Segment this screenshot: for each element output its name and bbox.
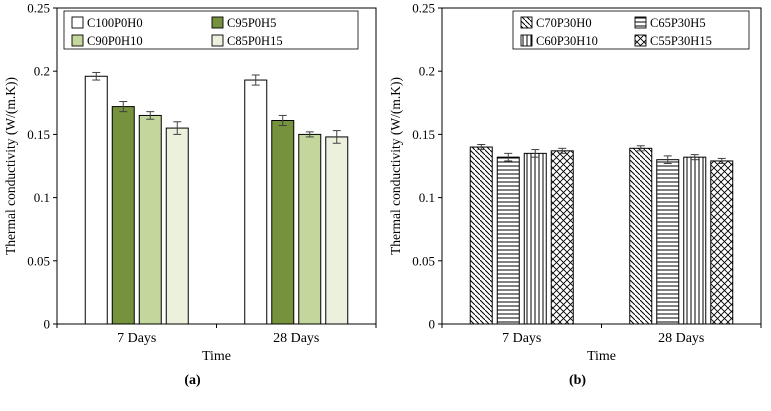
bar-C90P0H10-7 Days xyxy=(138,114,162,325)
bar-C95P0H5-7 Days xyxy=(111,106,135,325)
bar-chart-svg-a: 0 0.05 0.1 0.15 0.2 0.25 7 Days 28 Days Thermal … xyxy=(3,1,377,364)
legend-label-C90P0H10: C90P0H10 xyxy=(87,34,143,48)
y-tick-label: 0.05 xyxy=(412,253,435,268)
y-tick-label: 0 xyxy=(429,317,436,332)
chart-panel-a: 0 0.05 0.1 0.15 0.2 0.25 7 Days 28 Days Thermal … xyxy=(0,0,385,411)
bar-C100P0H0-28 Days xyxy=(244,79,268,325)
y-tick-label: 0.1 xyxy=(419,190,435,205)
bar-chart-a: 0 0.05 0.1 0.15 0.2 0.25 7 Days 28 Days Thermal … xyxy=(0,0,385,372)
legend-label-C95P0H5: C95P0H5 xyxy=(227,16,276,30)
legend-label-C55P30H15: C55P30H15 xyxy=(650,34,712,48)
bar-C70P30H0-28 Days xyxy=(629,147,653,325)
bar-chart-b: 0 0.05 0.1 0.15 0.2 0.25 7 Days 28 Days Thermal … xyxy=(385,0,770,372)
legend-swatch-C95P0H5 xyxy=(211,16,224,29)
bar-C60P30H10-28 Days xyxy=(683,156,707,325)
x-category-label: 7 Days xyxy=(117,331,156,346)
legend-box xyxy=(512,10,750,50)
legend-label-C100P0H0: C100P0H0 xyxy=(87,16,143,30)
y-tick-label: 0 xyxy=(44,317,51,332)
bar-chart-svg-b: 0 0.05 0.1 0.15 0.2 0.25 7 Days 28 Days Thermal … xyxy=(388,1,762,364)
y-tick-label: 0.15 xyxy=(27,127,50,142)
legend-label-C85P0H15: C85P0H15 xyxy=(227,34,283,48)
y-tick-label: 0.25 xyxy=(27,1,50,16)
x-category-label: 28 Days xyxy=(658,331,704,346)
y-tick-label: 0.1 xyxy=(34,190,50,205)
legend-label-C60P30H10: C60P30H10 xyxy=(536,34,598,48)
bar-C85P0H15-7 Days xyxy=(165,127,189,325)
y-axis-label: Thermal conductivity (W/(m.K)) xyxy=(388,77,403,255)
legend-swatch-C85P0H15 xyxy=(211,34,224,47)
bar-C60P30H10-7 Days xyxy=(523,152,547,325)
x-category-label: 7 Days xyxy=(502,331,541,346)
legend-label-C65P30H5: C65P30H5 xyxy=(650,16,706,30)
bar-C100P0H0-7 Days xyxy=(84,75,108,325)
x-axis-label: Time xyxy=(587,349,616,364)
bar-C55P30H15-28 Days xyxy=(710,160,734,325)
y-axis-label: Thermal conductivity (W/(m.K)) xyxy=(3,77,18,255)
legend-box xyxy=(63,10,359,50)
y-tick-label: 0.25 xyxy=(412,1,435,16)
legend-swatch-C65P30H5 xyxy=(634,16,647,29)
y-tick-label: 0.2 xyxy=(34,64,50,79)
chart-panel-b: 0 0.05 0.1 0.15 0.2 0.25 7 Days 28 Days Thermal … xyxy=(385,0,770,411)
x-category-label: 28 Days xyxy=(273,331,319,346)
bar-C70P30H0-7 Days xyxy=(469,146,493,325)
bar-C65P30H5-28 Days xyxy=(656,159,680,325)
bar-C65P30H5-7 Days xyxy=(496,156,520,325)
bar-C95P0H5-28 Days xyxy=(271,119,295,325)
x-axis-label: Time xyxy=(202,349,231,364)
legend-swatch-C90P0H10 xyxy=(71,34,84,47)
caption-a: (a) xyxy=(184,373,201,388)
legend-swatch-C55P30H15 xyxy=(634,34,647,47)
legend-swatch-C70P30H0 xyxy=(520,16,533,29)
y-tick-label: 0.15 xyxy=(412,127,435,142)
bar-C85P0H15-28 Days xyxy=(325,136,349,325)
y-tick-label: 0.05 xyxy=(27,253,50,268)
y-tick-label: 0.2 xyxy=(419,64,435,79)
legend-label-C70P30H0: C70P30H0 xyxy=(536,16,592,30)
bar-C90P0H10-28 Days xyxy=(298,133,322,325)
bar-C55P30H15-7 Days xyxy=(550,150,574,325)
caption-b: (b) xyxy=(568,373,587,388)
legend-swatch-C60P30H10 xyxy=(520,34,533,47)
legend-swatch-C100P0H0 xyxy=(71,16,84,29)
